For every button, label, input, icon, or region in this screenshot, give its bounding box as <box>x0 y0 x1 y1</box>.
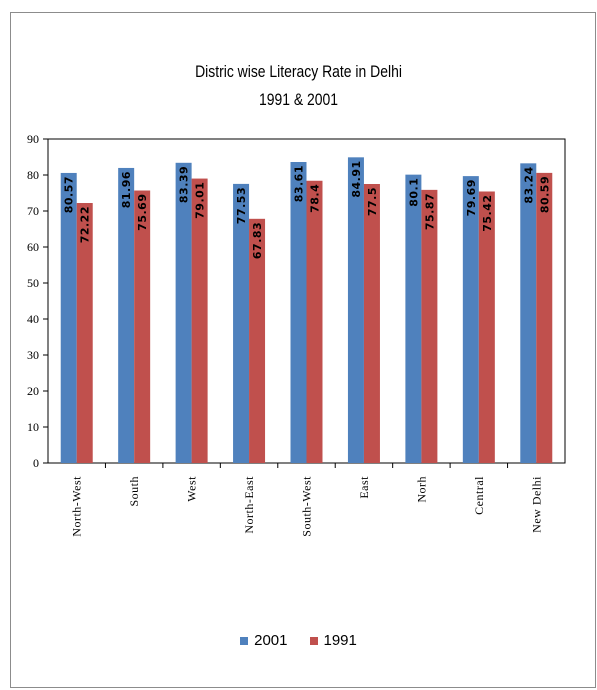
legend-label-2001: 2001 <box>254 632 288 649</box>
y-tick-label: 80 <box>27 168 39 182</box>
y-tick-label: 20 <box>27 384 39 398</box>
y-tick-label: 90 <box>27 132 39 146</box>
bar-2001 <box>520 163 537 463</box>
chart-title: Distric wise Literacy Rate in Delhi <box>195 62 402 81</box>
chart-subtitle: 1991 & 2001 <box>258 90 339 109</box>
bar-2001 <box>118 167 135 463</box>
x-category-label: East <box>357 476 371 499</box>
x-category-label: Norh <box>414 476 428 503</box>
bar-2001 <box>347 157 364 463</box>
x-category-label: North-West <box>70 476 84 537</box>
bar-1991 <box>191 178 208 463</box>
data-label-1991: 67.83 <box>251 222 264 259</box>
y-tick-label: 10 <box>27 420 39 434</box>
data-label-2001: 79.69 <box>465 179 478 216</box>
data-label-2001: 84.91 <box>350 160 363 197</box>
bar-2001 <box>405 174 422 463</box>
bar-1991 <box>306 180 323 463</box>
bar-2001 <box>233 183 250 463</box>
data-label-1991: 72.22 <box>79 206 92 243</box>
bar-1991 <box>421 189 438 464</box>
data-label-1991: 80.59 <box>538 176 551 213</box>
legend-swatch-1991 <box>309 636 318 645</box>
bar-2001 <box>290 162 307 463</box>
data-label-1991: 79.01 <box>194 182 207 219</box>
x-category-label: West <box>185 476 199 502</box>
data-label-2001: 83.39 <box>178 166 191 203</box>
bar-1991 <box>249 218 266 463</box>
x-category-label: South-West <box>300 476 314 537</box>
y-tick-label: 50 <box>27 276 39 290</box>
data-label-1991: 75.69 <box>136 194 149 231</box>
data-label-1991: 78.4 <box>309 184 322 213</box>
y-tick-label: 60 <box>27 240 39 254</box>
legend-label-1991: 1991 <box>323 632 357 649</box>
legend-item-1991: 1991 <box>309 632 357 649</box>
x-category-label: New Delhi <box>529 476 543 533</box>
bar-2001 <box>60 172 77 463</box>
data-label-2001: 83.61 <box>293 165 306 202</box>
x-category-label: Central <box>472 476 486 515</box>
legend-item-2001: 2001 <box>240 632 288 649</box>
bar-1991 <box>134 190 151 464</box>
x-category-label: South <box>127 476 141 507</box>
bar-2001 <box>462 176 479 463</box>
y-tick-label: 40 <box>27 312 39 326</box>
legend-swatch-2001 <box>240 636 249 645</box>
y-tick-label: 0 <box>33 456 39 470</box>
bar-1991 <box>76 203 93 463</box>
data-label-2001: 80.1 <box>407 178 420 207</box>
data-label-2001: 81.96 <box>120 171 133 208</box>
bar-1991 <box>363 184 380 463</box>
bar-1991 <box>478 191 495 463</box>
data-label-1991: 77.5 <box>366 187 379 216</box>
y-tick-label: 30 <box>27 348 39 362</box>
data-label-2001: 77.53 <box>235 187 248 224</box>
data-label-1991: 75.87 <box>423 193 436 230</box>
bar-1991 <box>536 172 553 463</box>
legend: 2001 1991 <box>0 632 597 649</box>
bar-2001 <box>175 162 192 463</box>
x-category-label: North-East <box>242 476 256 534</box>
data-label-2001: 83.24 <box>522 166 535 203</box>
y-tick-label: 70 <box>27 204 39 218</box>
data-label-2001: 80.57 <box>63 176 76 213</box>
data-label-1991: 75.42 <box>481 194 494 231</box>
